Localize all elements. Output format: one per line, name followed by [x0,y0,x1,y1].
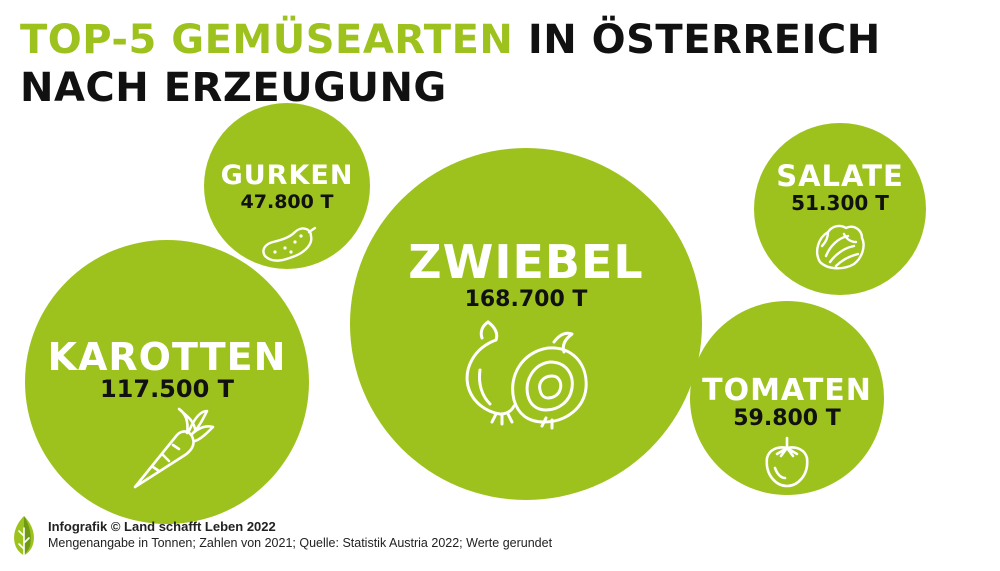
bubble-circle-gurken [204,103,370,269]
bubble-circle-karotten [25,240,309,524]
cucumber-icon [262,226,317,262]
tomato-icon [765,436,809,488]
footer-credit: Infografik © Land schafft Leben 2022 [48,519,276,534]
onion-icon [465,320,588,430]
bubble-label-zwiebel: ZWIEBEL [408,235,643,289]
carrot-icon [133,407,215,489]
bubble-value-gurken: 47.800 T [241,191,334,213]
lettuce-icon [816,224,865,270]
bubble-label-karotten: KAROTTEN [48,335,287,379]
bubble-circle-tomaten [690,301,884,495]
title-highlight: TOP-5 GEMÜSEARTEN [20,17,514,63]
bubble-label-salate: SALATE [776,159,904,193]
bubble-label-tomaten: TOMATEN [702,373,872,408]
bubble-value-tomaten: 59.800 T [733,406,841,431]
bubble-value-salate: 51.300 T [791,191,889,215]
title-rest: IN ÖSTERREICH NACH ERZEUGUNG [20,17,881,111]
bubble-label-gurken: GURKEN [221,160,354,191]
bubble-circle-zwiebel [350,148,702,500]
leaf-logo-icon [14,516,34,556]
footer-note: Mengenangabe in Tonnen; Zahlen von 2021;… [48,536,553,550]
bubble-value-zwiebel: 168.700 T [465,287,588,312]
bubble-value-karotten: 117.500 T [100,375,235,403]
chart-title: TOP-5 GEMÜSEARTEN IN ÖSTERREICH NACH ERZ… [20,16,980,112]
bubble-circle-salate [754,123,926,295]
